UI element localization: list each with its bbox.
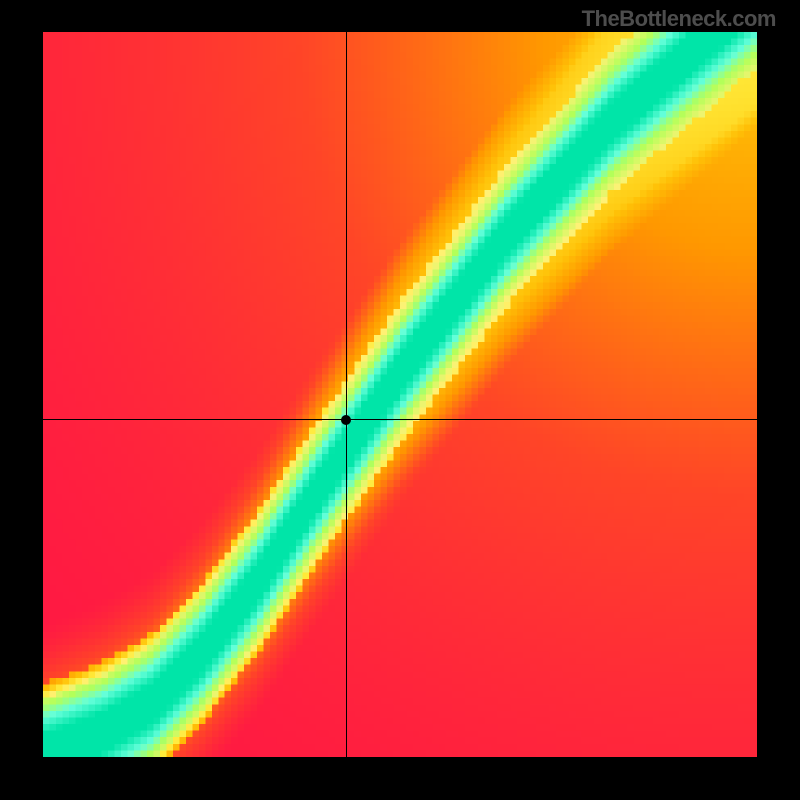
plot-area	[43, 32, 757, 757]
heatmap-canvas	[43, 32, 757, 757]
chart-container: { "watermark": { "text": "TheBottleneck.…	[0, 0, 800, 800]
marker-point	[341, 415, 351, 425]
watermark-text: TheBottleneck.com	[582, 6, 776, 32]
crosshair-horizontal	[43, 419, 757, 420]
crosshair-vertical	[346, 32, 347, 757]
